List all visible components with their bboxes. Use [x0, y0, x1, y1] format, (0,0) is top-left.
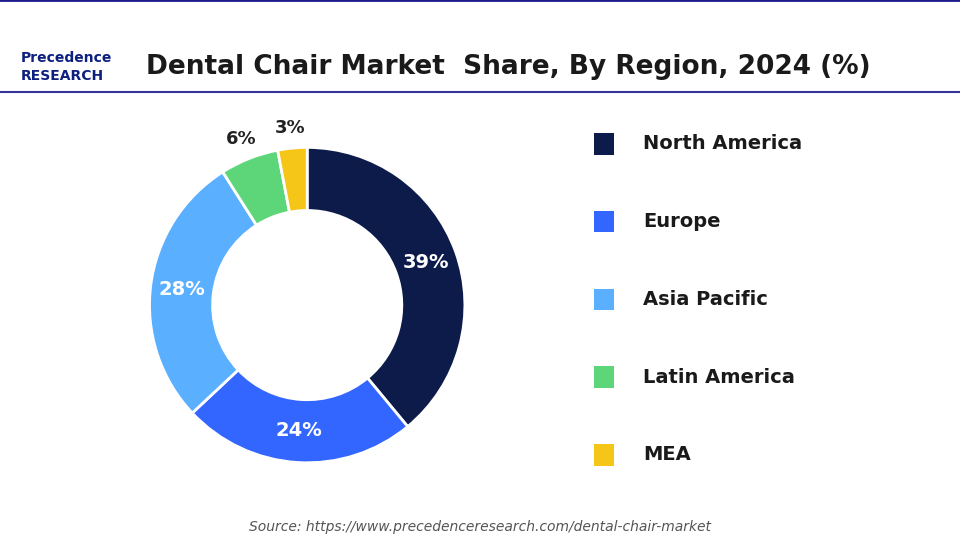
Wedge shape — [223, 150, 290, 225]
Text: 28%: 28% — [158, 280, 205, 299]
Text: North America: North America — [643, 134, 803, 153]
Text: Dental Chair Market  Share, By Region, 2024 (%): Dental Chair Market Share, By Region, 20… — [147, 54, 871, 80]
Text: 3%: 3% — [276, 119, 305, 137]
Bar — [594, 367, 614, 388]
Text: Asia Pacific: Asia Pacific — [643, 290, 768, 309]
Text: Source: https://www.precedenceresearch.com/dental-chair-market: Source: https://www.precedenceresearch.c… — [249, 519, 711, 534]
Text: Latin America: Latin America — [643, 368, 796, 387]
Text: 24%: 24% — [276, 422, 323, 441]
Bar — [594, 211, 614, 232]
Bar — [594, 289, 614, 310]
Bar — [594, 444, 614, 465]
Wedge shape — [307, 147, 465, 427]
Text: MEA: MEA — [643, 446, 691, 464]
Text: Europe: Europe — [643, 212, 721, 231]
Text: Precedence
RESEARCH: Precedence RESEARCH — [21, 51, 112, 83]
Wedge shape — [192, 370, 408, 463]
Wedge shape — [150, 172, 256, 413]
Wedge shape — [277, 147, 307, 212]
Text: 6%: 6% — [227, 131, 257, 149]
Bar — [594, 133, 614, 154]
Text: 39%: 39% — [402, 253, 449, 272]
